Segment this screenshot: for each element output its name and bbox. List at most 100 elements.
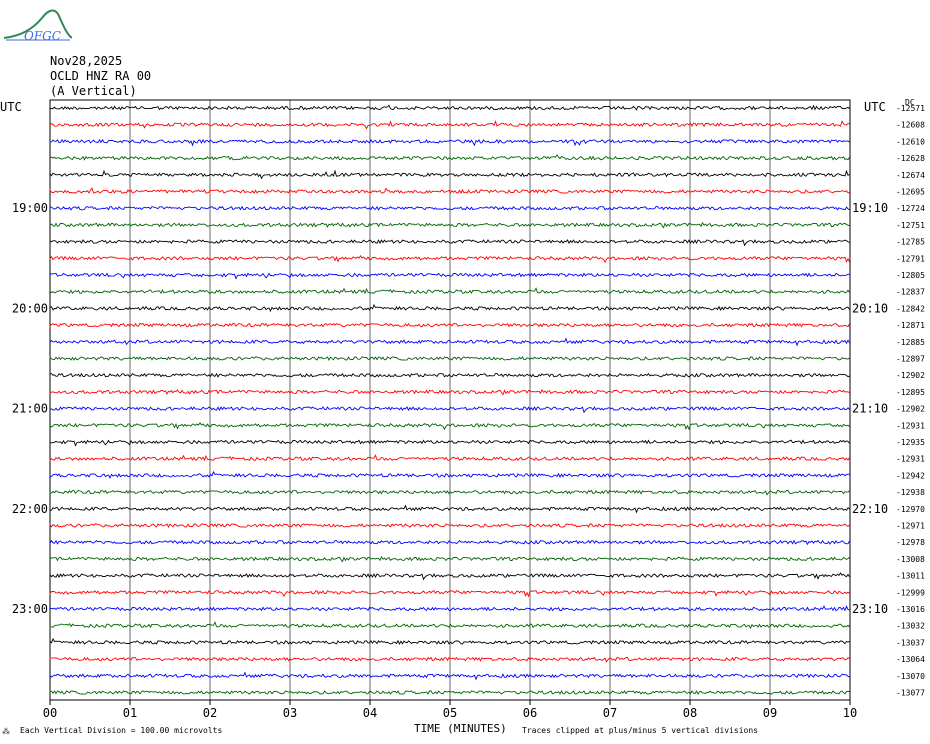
dc-offset-label: -12785 (896, 238, 925, 247)
dc-offset-label: -13070 (896, 672, 925, 681)
dc-offset-label: -13064 (896, 655, 925, 664)
dc-offset-label: -13008 (896, 555, 925, 564)
dc-offset-label: -12608 (896, 121, 925, 130)
x-tick-label: 03 (283, 706, 297, 720)
trace-line-14 (49, 337, 850, 347)
right-time-label: 19:10 (852, 201, 888, 215)
dc-offset-label: -12842 (896, 304, 925, 313)
trace-line-22 (49, 470, 850, 479)
trace-line-1 (49, 120, 850, 130)
clip-note: Traces clipped at plus/minus 5 vertical … (522, 726, 759, 735)
component-label: (A Vertical) (50, 84, 137, 98)
trace-line-29 (49, 589, 850, 598)
right-time-label: 21:10 (852, 402, 888, 416)
x-tick-label: 00 (43, 706, 57, 720)
left-time-label: 22:00 (12, 502, 48, 516)
trace-line-35 (49, 690, 850, 696)
dc-offset-label: -12931 (896, 421, 925, 430)
dc-offset-label: -12902 (896, 405, 925, 414)
dc-offset-label: -12935 (896, 438, 925, 447)
x-axis-title: TIME (MINUTES) (414, 722, 507, 735)
trace-line-11 (49, 287, 850, 295)
trace-line-10 (49, 272, 850, 280)
ofgc-logo: OFGC (3, 9, 72, 43)
dc-offset-label: -12942 (896, 471, 925, 480)
trace-line-9 (49, 254, 850, 264)
dc-offset-label: -13037 (896, 638, 925, 647)
trace-line-24 (49, 504, 850, 514)
dc-label: DC (905, 98, 915, 107)
trace-line-5 (49, 187, 850, 194)
dc-offset-label: -12885 (896, 338, 925, 347)
trace-line-32 (49, 637, 850, 645)
trace-line-26 (49, 539, 850, 546)
trace-line-6 (49, 205, 850, 211)
trace-line-23 (49, 489, 850, 496)
trace-line-30 (49, 605, 850, 612)
utc-right-label: UTC (864, 100, 886, 114)
trace-line-19 (49, 421, 850, 431)
left-time-label: 19:00 (12, 201, 48, 215)
dc-offset-label: -12628 (896, 154, 925, 163)
dc-offset-label: -12971 (896, 522, 925, 531)
utc-left-label: UTC (0, 100, 22, 114)
left-time-label: 20:00 (12, 301, 48, 315)
trace-line-31 (49, 621, 850, 630)
trace-line-21 (49, 454, 850, 462)
x-tick-label: 06 (523, 706, 537, 720)
trace-line-2 (49, 138, 850, 147)
logo-text: OFGC (24, 29, 61, 43)
dc-offset-label: -12571 (896, 104, 925, 113)
trace-line-8 (49, 239, 850, 247)
trace-line-34 (49, 671, 850, 681)
dc-offset-label: -12902 (896, 371, 925, 380)
x-tick-label: 07 (603, 706, 617, 720)
x-tick-label: 02 (203, 706, 217, 720)
dc-offset-label: -12938 (896, 488, 925, 497)
trace-line-25 (49, 523, 850, 528)
x-tick-label: 08 (683, 706, 697, 720)
left-time-label: 21:00 (12, 402, 48, 416)
x-tick-label: 09 (763, 706, 777, 720)
trace-line-18 (49, 406, 850, 414)
dc-offset-label: -12897 (896, 355, 925, 364)
trace-line-20 (49, 439, 850, 447)
dc-offset-label: -12837 (896, 288, 925, 297)
dc-offset-label: -12791 (896, 254, 925, 263)
dc-offset-label: -12970 (896, 505, 925, 514)
trace-line-12 (49, 303, 850, 312)
station-label: OCLD HNZ RA 00 (50, 69, 152, 83)
dc-offset-label: -12674 (896, 171, 925, 180)
dc-offset-label: -12999 (896, 588, 925, 597)
dc-offset-label: -13077 (896, 689, 925, 698)
right-time-label: 23:10 (852, 602, 888, 616)
trace-line-13 (49, 322, 850, 328)
trace-line-33 (49, 656, 850, 663)
trace-line-4 (49, 169, 850, 180)
x-tick-label: 10 (843, 706, 857, 720)
dc-offset-label: -12751 (896, 221, 925, 230)
trace-line-28 (49, 572, 850, 581)
trace-line-7 (49, 221, 850, 229)
right-time-label: 20:10 (852, 301, 888, 315)
date-label: Nov28,2025 (50, 54, 123, 68)
dc-offset-label: -12931 (896, 455, 925, 464)
left-time-label: 23:00 (12, 602, 48, 616)
trace-line-16 (49, 372, 850, 378)
right-time-label: 22:10 (852, 502, 888, 516)
dc-offset-label: -12978 (896, 538, 925, 547)
dc-offset-label: -12805 (896, 271, 925, 280)
trace-line-15 (49, 356, 850, 361)
dc-offset-label: -13011 (896, 572, 925, 581)
dc-offset-label: -12724 (896, 204, 925, 213)
dc-offset-label: -12610 (896, 137, 925, 146)
trace-line-0 (49, 104, 850, 111)
trace-line-27 (49, 555, 850, 563)
dc-offset-label: -12695 (896, 188, 925, 197)
x-tick-label: 01 (123, 706, 137, 720)
trace-line-17 (49, 388, 850, 396)
x-tick-label: 05 (443, 706, 457, 720)
dc-offset-label: -13032 (896, 622, 925, 631)
trace-line-3 (49, 154, 850, 161)
